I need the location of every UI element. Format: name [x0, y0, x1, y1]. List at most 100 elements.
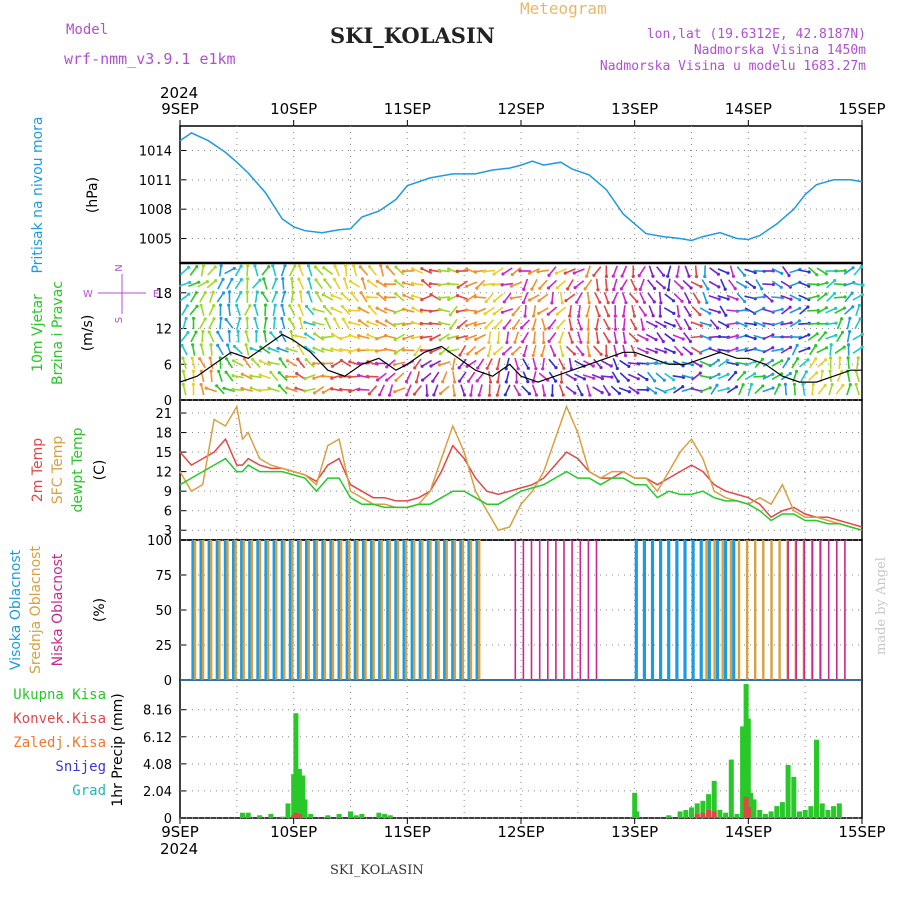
- wind-arrow-head: [324, 317, 327, 320]
- wind-arrow-head: [357, 349, 360, 352]
- wind-arrow-head: [192, 317, 195, 320]
- wind-arrow-head: [555, 272, 558, 275]
- wind-arrow-head: [321, 374, 324, 377]
- wind-arrow-head: [825, 346, 828, 349]
- wind-arrow: [346, 266, 347, 277]
- wind-arrow-head: [269, 371, 272, 374]
- wind-arrow-head: [294, 387, 297, 390]
- wind-arrow-head: [655, 325, 658, 328]
- wind-arrow: [566, 294, 575, 300]
- wind-arrow: [817, 268, 826, 274]
- wind-arrow: [522, 320, 530, 328]
- wind-arrow: [236, 266, 242, 276]
- wind-arrow-head: [849, 383, 852, 386]
- wind-arrow-head: [587, 341, 590, 344]
- wind-arrow-head: [249, 374, 252, 377]
- wind-arrow-head: [574, 286, 577, 289]
- wind-arrow: [623, 332, 625, 343]
- wind-arrow-head: [278, 371, 281, 374]
- wind-arrow-head: [605, 288, 608, 291]
- wind-arrow-head: [314, 265, 317, 268]
- wind-arrow: [801, 372, 806, 382]
- wind-arrow: [587, 385, 590, 396]
- wind-arrow: [306, 334, 315, 340]
- wind-arrow: [532, 279, 537, 289]
- wind-arrow: [727, 323, 738, 324]
- wind-arrow-head: [402, 308, 405, 311]
- y-tick-temperature: 9: [164, 485, 172, 500]
- y-tick-wind: 6: [164, 358, 172, 373]
- wind-arrow-head: [431, 380, 434, 383]
- wind-arrow: [549, 333, 556, 342]
- wind-arrow-head: [825, 272, 828, 275]
- wind-arrow-head: [312, 362, 315, 365]
- wind-arrow: [799, 348, 809, 352]
- wind-arrow-head: [376, 292, 379, 295]
- wind-arrow: [247, 279, 248, 290]
- wind-arrow-head: [474, 295, 477, 298]
- wind-arrow-head: [487, 341, 490, 344]
- wind-arrow: [540, 280, 547, 288]
- wind-arrow-head: [447, 267, 450, 270]
- wind-arrow-head: [666, 275, 669, 278]
- wind-arrow-head: [343, 277, 346, 280]
- wind-arrow-head: [566, 287, 569, 290]
- wind-arrow: [810, 359, 816, 368]
- wind-arrow: [774, 385, 779, 395]
- cloud-bar: [754, 540, 756, 680]
- wind-arrow-head: [447, 298, 450, 301]
- wind-arrow: [453, 358, 455, 369]
- wind-arrow: [856, 371, 859, 382]
- wind-arrow: [201, 345, 204, 356]
- wind-arrow-head: [599, 366, 602, 369]
- wind-arrow-head: [360, 291, 363, 294]
- wind-arrow-head: [258, 389, 261, 392]
- wind-arrow-head: [798, 298, 801, 301]
- wind-arrow: [515, 332, 518, 342]
- wind-arrow: [274, 318, 275, 329]
- precip-bar: [689, 807, 694, 818]
- wind-arrow-head: [607, 314, 610, 317]
- wind-arrow-head: [860, 265, 863, 268]
- wind-arrow: [657, 333, 663, 342]
- y-tick-clouds: 100: [147, 534, 172, 549]
- wind-arrow: [191, 332, 196, 342]
- wind-arrow: [557, 307, 566, 314]
- wind-arrow-head: [843, 307, 846, 310]
- cloud-bar: [722, 540, 724, 680]
- wind-arrow-head: [330, 377, 333, 380]
- cloud-bar: [844, 540, 846, 680]
- wind-arrow-head: [528, 298, 531, 301]
- precip-bar: [376, 813, 381, 818]
- wind-arrow: [466, 310, 477, 311]
- wind-arrow-head: [501, 272, 504, 275]
- wind-arrow: [703, 292, 707, 302]
- wind-arrow: [810, 346, 816, 355]
- wind-arrow-head: [197, 281, 200, 284]
- wind-arrow-head: [585, 275, 588, 278]
- wind-arrow-head: [330, 347, 333, 350]
- wind-arrow-head: [194, 331, 197, 334]
- precip-bar: [763, 814, 768, 818]
- wind-arrow: [737, 267, 744, 275]
- wind-arrow: [575, 361, 585, 366]
- wind-arrow: [640, 279, 644, 289]
- wind-arrow-head: [212, 304, 215, 307]
- wind-arrow: [495, 347, 503, 354]
- wind-arrow-head: [204, 291, 207, 294]
- cloud-bar: [828, 540, 830, 680]
- wind-arrow: [323, 363, 334, 364]
- wind-arrow-head: [780, 359, 783, 362]
- wind-arrow-head: [394, 292, 397, 295]
- precip-bar: [814, 740, 819, 818]
- wind-arrow-head: [676, 275, 679, 278]
- wind-arrow-head: [556, 313, 559, 316]
- model-label: Model: [66, 22, 108, 38]
- wind-arrow: [503, 268, 512, 274]
- wind-arrow: [192, 358, 195, 369]
- wind-arrow: [182, 306, 188, 316]
- wind-arrow-head: [844, 295, 847, 298]
- wind-arrow-head: [331, 307, 334, 310]
- wind-arrow: [631, 345, 635, 355]
- wind-arrow-head: [833, 279, 836, 282]
